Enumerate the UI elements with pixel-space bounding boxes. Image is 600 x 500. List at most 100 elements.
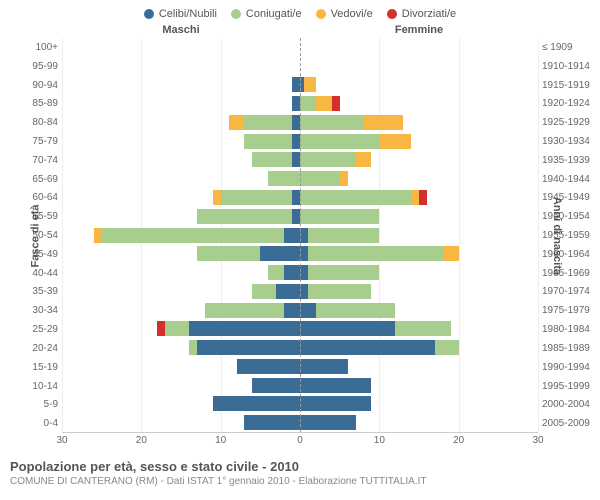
bar-segment-single [300,303,316,318]
age-label: 100+ [10,38,62,57]
legend-label: Celibi/Nubili [159,8,217,20]
age-label: 5-9 [10,395,62,414]
bar-segment-married [300,209,379,224]
bar-segment-single [292,134,300,149]
bar-segment-married [308,265,379,280]
female-bar [300,134,538,149]
x-tick: 10 [374,435,385,446]
bar-segment-single [300,321,395,336]
bar-segment-married [221,190,292,205]
female-bar [300,284,538,299]
center-line [300,38,301,432]
legend-swatch [231,9,241,19]
female-bar [300,77,538,92]
male-bar [62,190,300,205]
bar-segment-single [292,152,300,167]
birth-year-label: 2000-2004 [538,395,590,414]
age-label: 20-24 [10,339,62,358]
male-bar [62,134,300,149]
gender-headers: Maschi Femmine [10,24,590,36]
bar-segment-married [435,340,459,355]
bar-segment-married [244,115,292,130]
male-bar [62,246,300,261]
age-label: 0-4 [10,414,62,433]
bar-segment-single [213,396,300,411]
bar-segment-widowed [443,246,459,261]
legend-label: Coniugati/e [246,8,302,20]
legend-swatch [387,9,397,19]
birth-year-label: 1925-1929 [538,113,590,132]
female-bar [300,340,538,355]
male-bar [62,77,300,92]
legend-swatch [144,9,154,19]
male-bar [62,415,300,430]
legend: Celibi/Nubili Coniugati/e Vedovi/e Divorzia… [10,8,590,20]
bars-area [62,38,538,433]
age-label: 25-29 [10,320,62,339]
bar-segment-divorced [332,96,340,111]
bar-segment-single [300,359,348,374]
bar-segment-married [300,134,379,149]
legend-item: Celibi/Nubili [144,8,217,20]
bar-segment-single [292,115,300,130]
x-tick: 30 [56,435,67,446]
bar-segment-single [260,246,300,261]
chart-footer: Popolazione per età, sesso e stato civil… [10,459,590,487]
bar-segment-single [292,190,300,205]
birth-year-label: 1965-1969 [538,264,590,283]
bar-segment-widowed [304,77,316,92]
bar-segment-single [197,340,300,355]
bar-segment-married [252,284,276,299]
bar-segment-single [300,415,356,430]
bar-segment-married [300,115,363,130]
female-bar [300,396,538,411]
bar-segment-single [189,321,300,336]
chart-subtitle: COMUNE DI CANTERANO (RM) - Dati ISTAT 1°… [10,476,590,487]
bar-segment-married [316,303,395,318]
male-bar [62,321,300,336]
female-bar [300,265,538,280]
bar-segment-married [197,209,292,224]
birth-year-label: 1940-1944 [538,170,590,189]
bar-segment-married [252,152,292,167]
x-tick: 10 [215,435,226,446]
bar-segment-single [300,396,371,411]
bar-segment-married [165,321,189,336]
bar-segment-single [292,77,300,92]
male-bar [62,96,300,111]
bar-segment-single [237,359,300,374]
bar-segment-single [300,378,371,393]
birth-year-label: 1920-1924 [538,94,590,113]
legend-label: Vedovi/e [331,8,373,20]
bar-segment-single [300,265,308,280]
legend-item: Coniugati/e [231,8,302,20]
birth-year-label: 2005-2009 [538,414,590,433]
female-bar [300,228,538,243]
bar-segment-widowed [94,228,102,243]
male-bar [62,115,300,130]
bar-segment-married [300,152,356,167]
x-tick: 20 [453,435,464,446]
birth-year-label: 1995-1999 [538,377,590,396]
age-label: 35-39 [10,283,62,302]
bar-segment-married [308,228,379,243]
male-bar [62,359,300,374]
bar-segment-single [276,284,300,299]
male-bar [62,40,300,55]
age-label: 10-14 [10,377,62,396]
x-axis: 3020100102030 [62,433,538,449]
birth-year-label: 1930-1934 [538,132,590,151]
female-bar [300,303,538,318]
x-tick: 30 [532,435,543,446]
bar-segment-married [395,321,451,336]
bar-segment-single [292,96,300,111]
bar-segment-widowed [379,134,411,149]
birth-year-label: 1970-1974 [538,283,590,302]
birth-year-axis: ≤ 19091910-19141915-19191920-19241925-19… [538,38,590,433]
female-bar [300,378,538,393]
legend-label: Divorziati/e [402,8,456,20]
bar-segment-widowed [356,152,372,167]
birth-year-label: 1915-1919 [538,76,590,95]
birth-year-label: 1935-1939 [538,151,590,170]
male-bar [62,59,300,74]
